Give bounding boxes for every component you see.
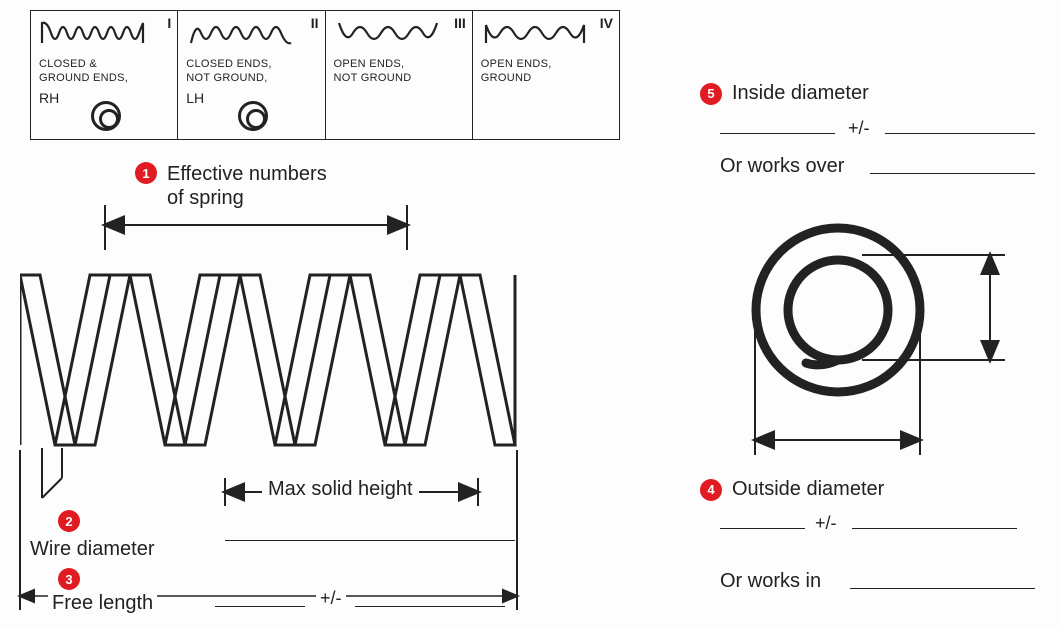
works-over-fill — [870, 173, 1035, 174]
badge-4: 4 — [700, 479, 722, 501]
badge-3: 3 — [58, 568, 80, 590]
max-solid-label: Max solid height — [262, 478, 419, 501]
callout-3-label: Free length — [48, 592, 157, 615]
callout-5-label: Inside diameter — [732, 82, 869, 105]
max-solid-fill — [225, 540, 515, 541]
or-works-over: Or works over — [720, 155, 844, 178]
callout-2: 2 — [58, 510, 80, 532]
outside-dia-fill2 — [852, 528, 1017, 529]
works-in-fill — [850, 588, 1035, 589]
pm-left: +/- — [316, 588, 346, 609]
freelength-fill2 — [355, 606, 505, 607]
ring-endview — [746, 218, 931, 403]
callout-4: 4 Outside diameter — [700, 478, 884, 501]
outside-dia-pm: +/- — [815, 513, 837, 534]
inside-dia-pm: +/- — [848, 118, 870, 139]
callout-2-label: Wire diameter — [30, 538, 154, 561]
badge-5: 5 — [700, 83, 722, 105]
inside-dia-fill1 — [720, 133, 835, 134]
or-works-in: Or works in — [720, 570, 821, 593]
callout-3: 3 — [58, 568, 80, 590]
callout-4-label: Outside diameter — [732, 478, 884, 501]
inside-dia-fill2 — [885, 133, 1035, 134]
freelength-fill — [215, 606, 305, 607]
outside-dia-fill1 — [720, 528, 805, 529]
badge-2: 2 — [58, 510, 80, 532]
callout-5: 5 Inside diameter — [700, 82, 869, 105]
big-spring — [20, 265, 520, 450]
